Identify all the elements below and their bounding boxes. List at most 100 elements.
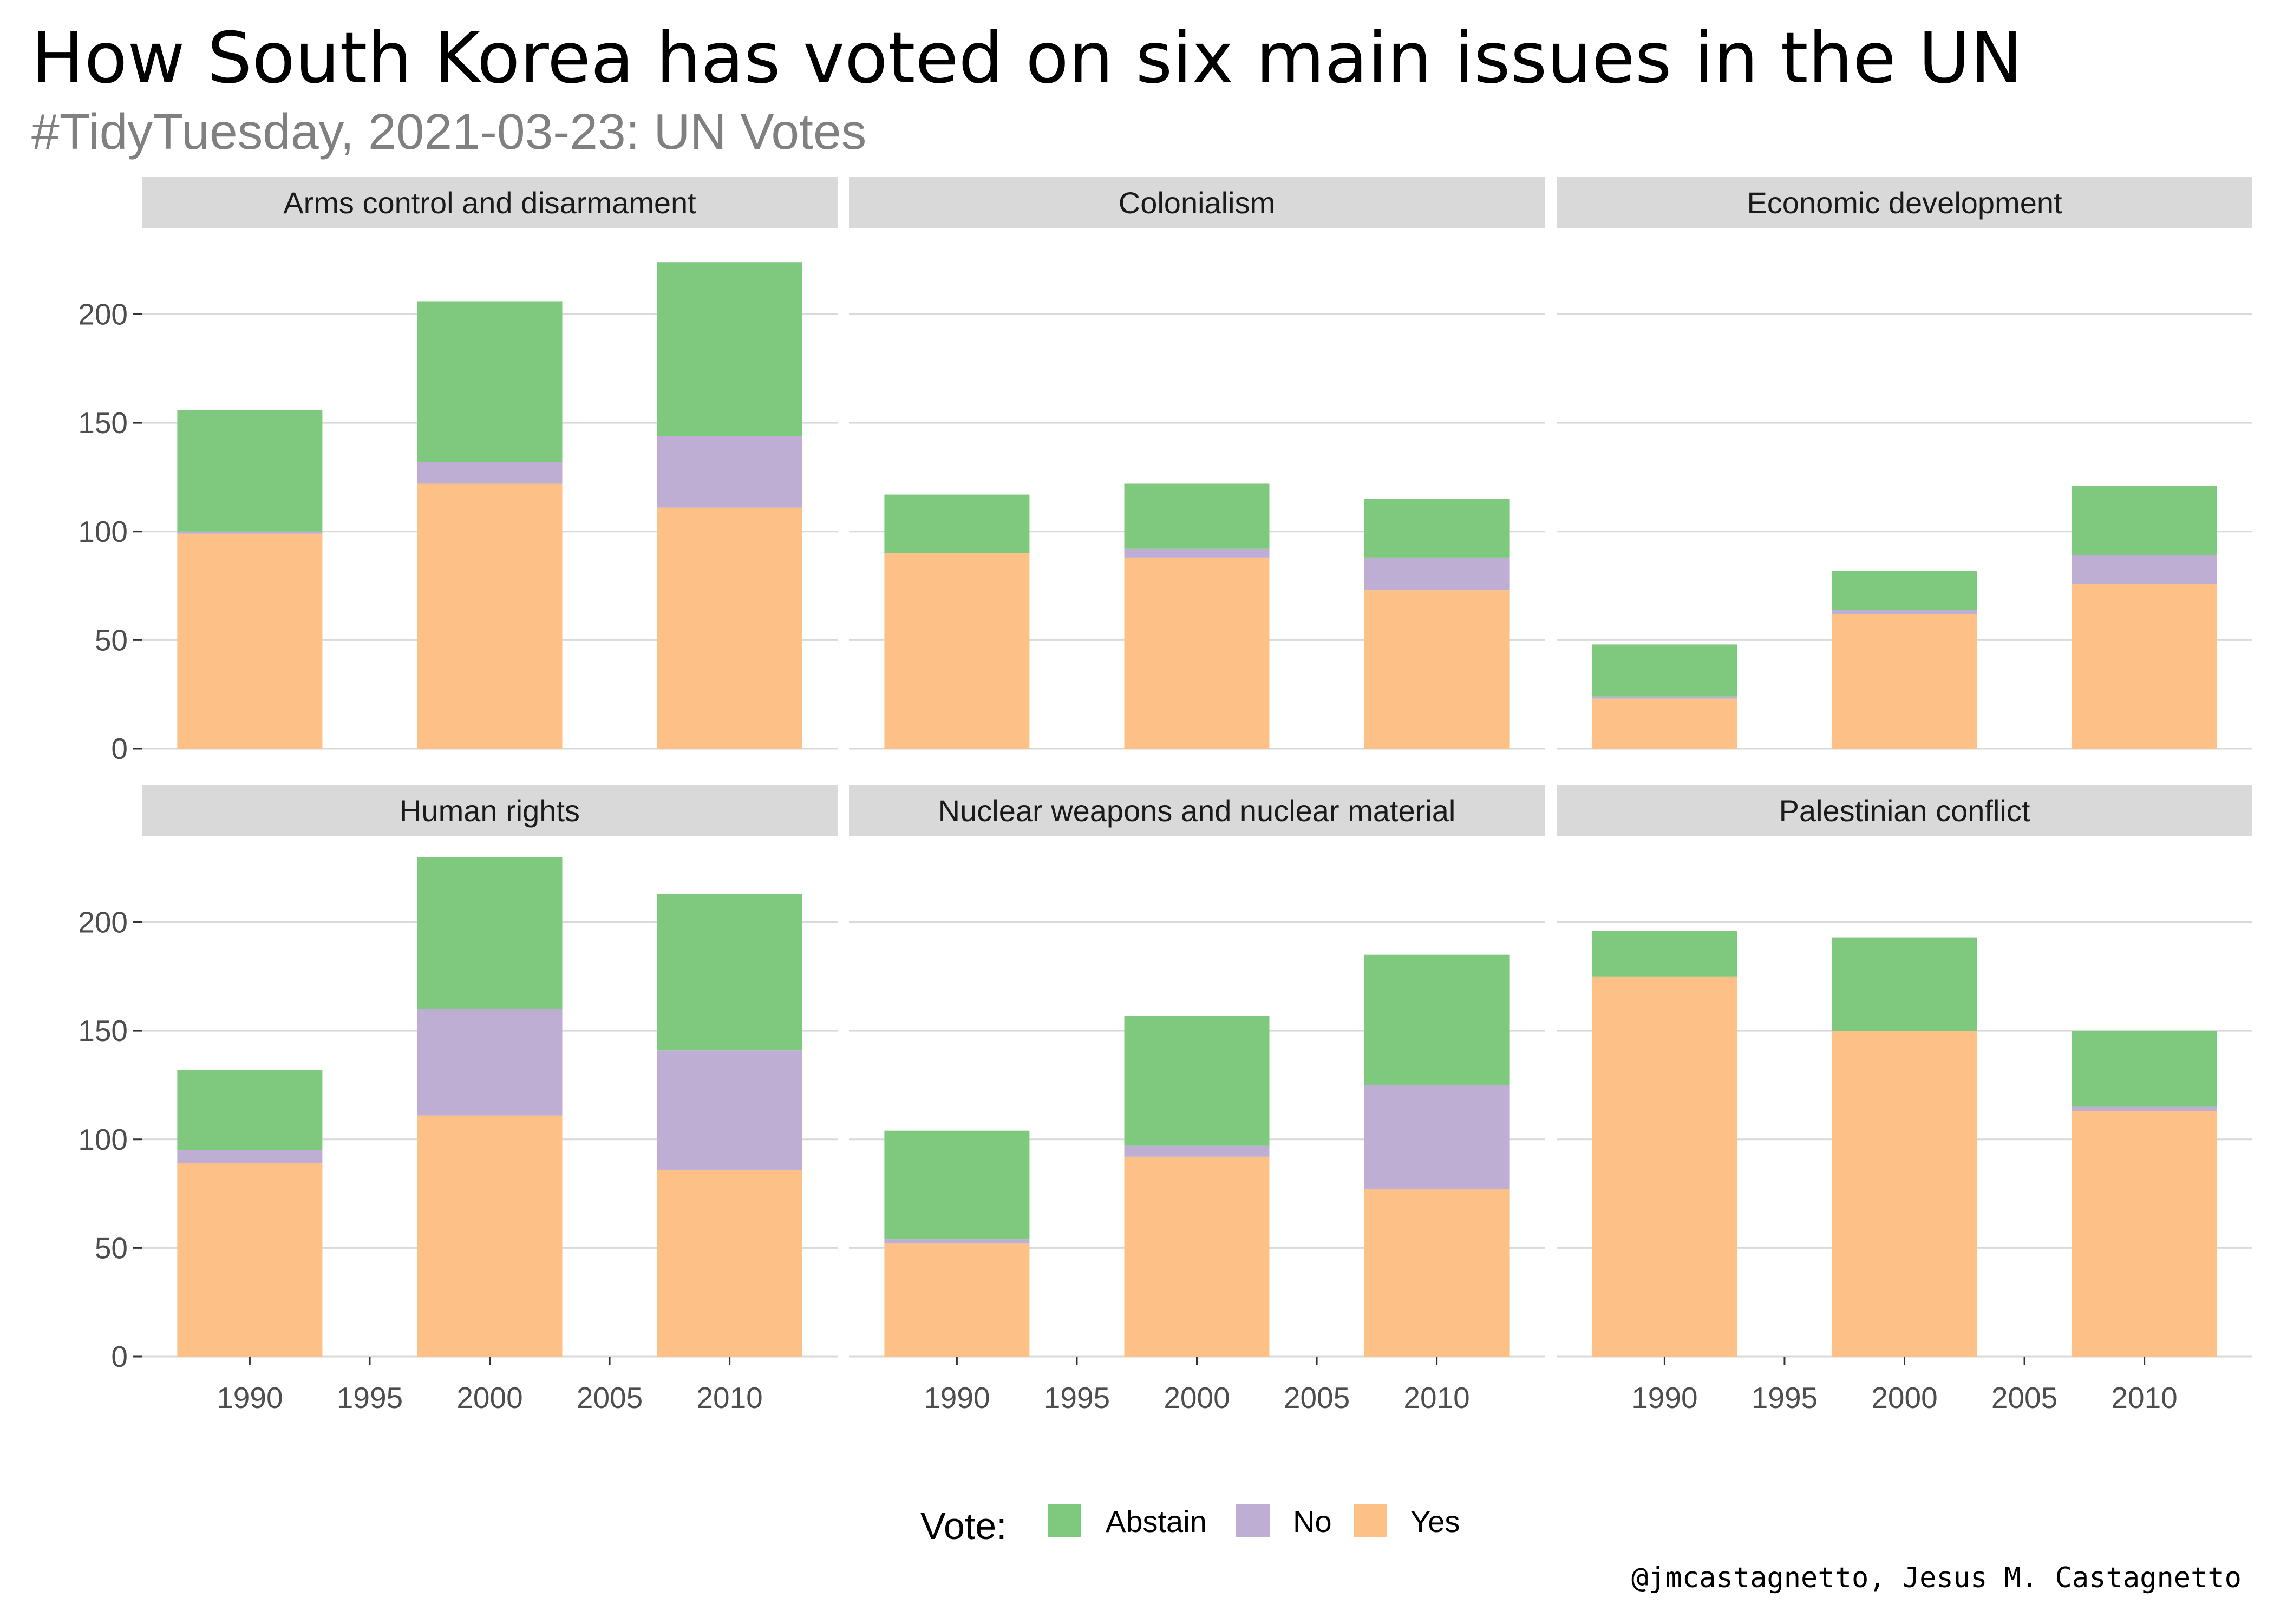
bar-no-2010 [1364,1085,1510,1190]
bar-no-1990 [1592,696,1737,699]
caption: @jmcastagnetto, Jesus M. Castagnetto [1631,1562,2242,1594]
y-tick-label: 150 [78,1014,128,1047]
bar-yes-1990 [177,533,323,749]
bar-yes-2010 [1364,590,1510,749]
facet-strip-label: Economic development [1747,186,2062,220]
bar-abstain-2010 [1364,954,1510,1085]
bar-abstain-1990 [884,1130,1030,1240]
bar-abstain-2000 [1832,937,1977,1031]
x-tick-label: 2000 [1871,1381,1937,1415]
bar-abstain-1990 [1592,931,1737,977]
facet-strip-label: Nuclear weapons and nuclear material [938,794,1456,828]
legend-label-yes: Yes [1410,1504,1460,1538]
bar-abstain-1990 [177,410,323,532]
facet-strip-label: Human rights [400,794,580,828]
bar-abstain-2000 [1124,483,1270,549]
x-tick-label: 2000 [456,1381,522,1415]
bar-abstain-2010 [2072,486,2217,555]
facet-strip [142,785,838,836]
bar-yes-2010 [1364,1189,1510,1357]
bar-yes-2010 [2072,1111,2217,1357]
x-tick-label: 1995 [337,1381,403,1415]
bar-abstain-2010 [1364,499,1510,558]
bar-no-1990 [177,1150,323,1163]
y-tick-label: 0 [111,1340,128,1373]
facet-strip-label: Colonialism [1119,186,1275,220]
y-tick-label: 100 [78,515,128,548]
x-tick-label: 2010 [696,1381,762,1415]
bar-abstain-1990 [884,494,1030,553]
x-tick-label: 1990 [1631,1381,1697,1415]
facet-panel-colonialism: Colonialism [849,177,1545,750]
bar-yes-2000 [417,483,563,749]
bar-yes-2000 [1124,557,1270,749]
legend-label-abstain: Abstain [1106,1504,1207,1538]
bar-no-2010 [1364,557,1510,591]
y-tick-label: 50 [95,1231,128,1265]
bar-abstain-2000 [1124,1016,1270,1146]
y-tick-label: 0 [111,732,128,765]
bar-abstain-2010 [2072,1031,2217,1107]
legend-swatch-abstain [1048,1504,1081,1537]
y-tick-label: 50 [95,623,128,657]
bar-no-1990 [177,531,323,534]
x-tick-label: 1990 [924,1381,990,1415]
facet-strip-label: Arms control and disarmament [283,186,696,220]
bar-no-2010 [657,1050,802,1170]
bar-abstain-2010 [657,894,802,1051]
bar-no-2000 [1124,1145,1270,1157]
bar-abstain-2000 [417,301,563,462]
bar-no-2010 [2072,1106,2217,1111]
bar-abstain-2000 [1832,570,1977,610]
x-tick-label: 1995 [1752,1381,1818,1415]
bar-abstain-1990 [177,1070,323,1150]
chart-subtitle: #TidyTuesday, 2021-03-23: UN Votes [31,103,866,160]
facet-panel-arms-control-and-disarmament: Arms control and disarmament 0 50 100 150 200 [78,177,838,765]
x-tick-label: 2005 [577,1381,643,1415]
bar-yes-1990 [1592,698,1737,749]
legend-label-no: No [1293,1504,1332,1538]
facet-strip [1557,177,2252,228]
facet-panel-nuclear-weapons-and-nuclear-material: Nuclear weapons and nuclear material 1990… [849,785,1545,1415]
facet-strip [849,785,1545,836]
chart-title: How South Korea has voted on six main is… [31,17,2023,99]
bar-yes-2010 [657,1169,802,1357]
bar-yes-2010 [2072,584,2217,749]
bar-abstain-2000 [417,857,563,1009]
legend-swatch-yes [1354,1504,1387,1537]
bar-yes-2000 [1832,614,1977,749]
y-tick-label: 200 [78,906,128,939]
facet-strip-label: Palestinian conflict [1779,794,2030,828]
x-tick-label: 1990 [217,1381,283,1415]
bar-no-2010 [2072,555,2217,584]
facet-strip [1557,785,2252,836]
x-tick-label: 2010 [1403,1381,1469,1415]
facet-strip [142,177,838,228]
facet-panel-economic-development: Economic development [1557,177,2252,750]
bar-yes-2000 [1832,1031,1977,1357]
bar-yes-2000 [1124,1156,1270,1357]
facet-strip [849,177,1545,228]
bar-abstain-1990 [1592,644,1737,697]
facet-panels: Arms control and disarmament 0 50 100 150 200… [78,177,2252,1415]
x-tick-label: 2005 [1284,1381,1350,1415]
legend: Vote: Abstain No Yes [920,1504,1460,1547]
bar-yes-2000 [417,1115,563,1357]
bar-no-2000 [1832,610,1977,614]
bar-yes-1990 [177,1163,323,1357]
x-tick-label: 2005 [1991,1381,2057,1415]
bar-no-1990 [884,1239,1030,1244]
bar-yes-2010 [657,507,802,749]
y-tick-label: 100 [78,1123,128,1156]
bar-no-2010 [657,436,802,508]
bar-yes-1990 [884,553,1030,749]
legend-swatch-no [1236,1504,1270,1537]
facet-panel-palestinian-conflict: Palestinian conflict 1990 1995 2000 2005 2010 [1557,785,2252,1415]
bar-no-2000 [417,462,563,484]
x-tick-label: 2010 [2111,1381,2177,1415]
y-tick-label: 200 [78,298,128,331]
bar-abstain-2010 [657,262,802,436]
x-tick-label: 1995 [1044,1381,1110,1415]
legend-title: Vote: [920,1505,1007,1547]
